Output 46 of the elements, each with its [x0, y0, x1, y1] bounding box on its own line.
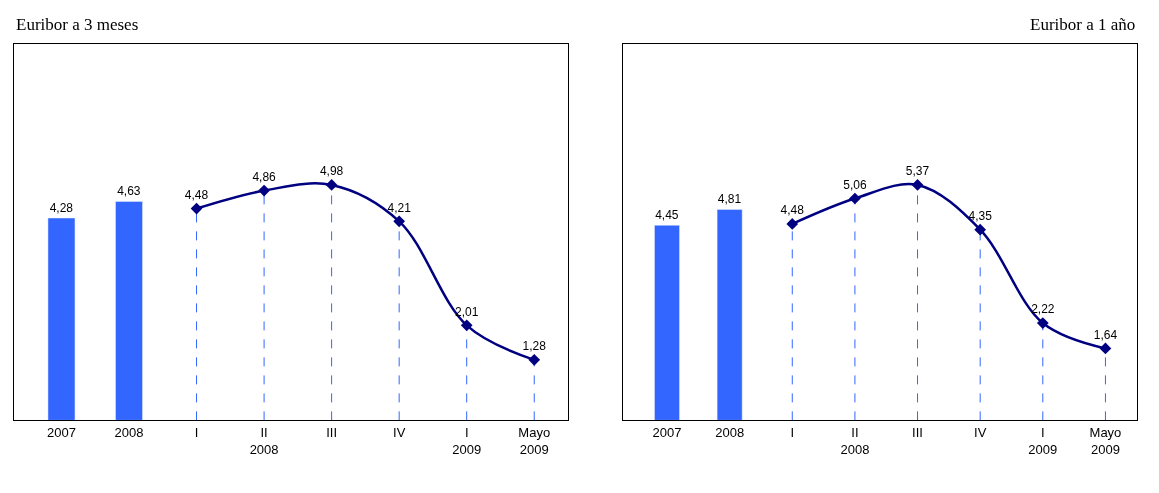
x-tick-label: IV	[974, 424, 987, 440]
x-tick-label: I	[790, 424, 795, 440]
data-label: 4,35	[968, 209, 993, 224]
point	[849, 192, 861, 205]
x-tick-label: 2008	[715, 424, 745, 440]
x-tick-label: Mayo 2009	[1089, 424, 1122, 457]
data-label: 5,37	[905, 164, 930, 179]
x-tick-label: II 2008	[249, 424, 279, 457]
point	[1099, 342, 1112, 355]
point	[911, 179, 924, 191]
x-tick-label: IV	[393, 424, 406, 440]
x-tick-label: 2008	[114, 424, 144, 440]
x-tick-label: I	[194, 424, 199, 440]
point	[190, 202, 203, 215]
chart-title: Euribor a 1 año	[1030, 15, 1136, 34]
point	[786, 218, 799, 230]
point	[1036, 317, 1049, 329]
point	[974, 223, 987, 236]
data-label: 2,22	[1031, 302, 1055, 317]
x-tick-label: II 2008	[840, 424, 870, 457]
data-label: 4,86	[252, 169, 277, 184]
point	[460, 319, 473, 332]
x-tick-label: I 2009	[452, 424, 482, 457]
x-tick-label: Mayo 2009	[518, 424, 551, 457]
data-label: 4,21	[387, 200, 412, 215]
data-label: 4,63	[117, 184, 141, 199]
x-tick-label: 2007	[47, 424, 76, 440]
point	[528, 354, 541, 366]
data-label: 5,06	[843, 177, 867, 192]
point	[325, 179, 338, 191]
chart-title: Euribor a 3 meses	[16, 15, 139, 34]
data-label: 4,48	[184, 187, 209, 202]
data-label: 4,28	[49, 201, 74, 216]
x-tick-label: 2007	[652, 424, 682, 440]
data-label: 4,98	[319, 164, 344, 179]
data-label: 4,81	[717, 192, 742, 207]
data-label: 1,64	[1093, 327, 1118, 342]
data-label: 4,48	[780, 203, 805, 218]
data-label: 2,01	[455, 304, 479, 319]
x-tick-label: I 2009	[1028, 424, 1058, 457]
x-tick-label: III	[912, 424, 923, 440]
x-tick-label: III	[326, 424, 338, 440]
point	[258, 184, 270, 197]
data-label: 1,28	[522, 339, 547, 354]
data-label: 4,45	[655, 208, 679, 223]
point	[393, 215, 406, 228]
